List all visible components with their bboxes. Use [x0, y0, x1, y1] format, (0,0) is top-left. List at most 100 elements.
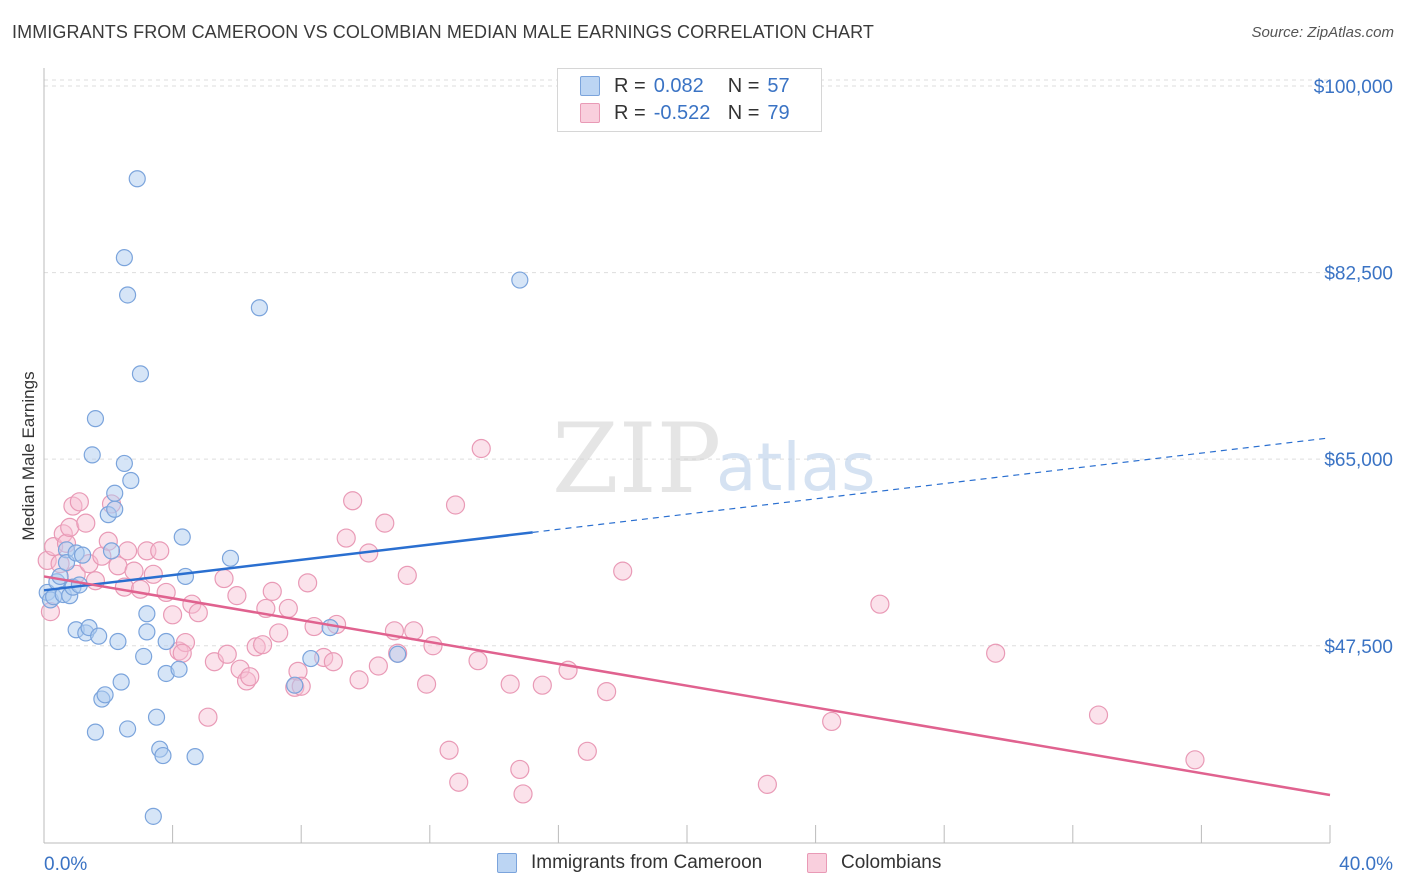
cameroon-point — [286, 676, 304, 694]
colombians-point — [130, 579, 151, 599]
colombians-point — [500, 674, 520, 694]
colombians-point — [60, 517, 80, 538]
colombians-point — [124, 561, 144, 581]
colombians-point — [298, 573, 318, 593]
colombians-point — [172, 643, 192, 663]
legend-swatch-pink — [580, 103, 600, 123]
y-tick-label: $47,500 — [1324, 637, 1393, 658]
legend-r-value: 0.082 — [653, 74, 704, 97]
cameroon-trend-dashed — [532, 437, 1331, 533]
cameroon-point — [170, 660, 188, 678]
cameroon-point — [115, 454, 133, 473]
cameroon-point — [112, 673, 130, 691]
colombians-point — [214, 568, 234, 589]
colombians-point — [423, 636, 443, 656]
y-tick-label: $100,000 — [1314, 77, 1393, 98]
colombians-point — [163, 605, 183, 625]
cameroon-point — [147, 708, 166, 726]
legend-r-label: R = — [614, 101, 646, 124]
colombians-point — [323, 652, 343, 672]
colombians-point — [986, 643, 1006, 663]
colombians-point — [510, 759, 530, 780]
colombians-point — [143, 564, 163, 584]
correlation-legend: R = 0.082 N = 57 R = -0.522 N = 79 — [557, 68, 822, 132]
legend-row-colombians: R = -0.522 N = 79 — [580, 100, 790, 126]
colombians-point — [577, 741, 597, 761]
colombians-point — [69, 492, 89, 512]
cameroon-point — [102, 542, 121, 560]
cameroon-point — [73, 546, 92, 564]
axis-labels: $47,500 $65,000 $82,500 $100,000 0.0% 40.0% Me… — [19, 77, 1393, 875]
series-label-cameroon: Immigrants from Cameroon — [531, 852, 763, 873]
watermark: ZIP atlas — [552, 403, 876, 515]
watermark-atlas: atlas — [716, 429, 876, 506]
legend-r-value: -0.522 — [653, 101, 711, 124]
trend-lines — [43, 437, 1331, 797]
axes — [43, 68, 1331, 844]
cameroon-point — [157, 632, 175, 651]
colombians-point — [217, 644, 237, 664]
colombians-point — [198, 707, 218, 727]
colombians-point — [150, 541, 170, 561]
x-tick-label-min: 0.0% — [44, 854, 87, 875]
cameroon-point — [83, 446, 101, 464]
cameroon-point — [118, 720, 137, 738]
legend-r-label: R = — [614, 74, 646, 97]
cameroon-trend-solid — [43, 531, 533, 592]
cameroon-point — [86, 410, 105, 428]
cameroon-point — [90, 627, 108, 645]
cameroon-point — [250, 299, 269, 317]
series-legend-cameroon[interactable]: Immigrants from Cameroon — [497, 852, 762, 874]
cameroon-point — [86, 723, 105, 741]
legend-n-label: N = — [727, 74, 760, 97]
colombians-points — [37, 438, 1205, 804]
cameroon-point — [389, 645, 407, 663]
legend-row-cameroon: R = 0.082 N = 57 — [580, 73, 790, 99]
colombians-point — [439, 740, 459, 760]
colombians-point — [1185, 750, 1205, 770]
colombians-point — [822, 711, 842, 732]
colombians-point — [336, 528, 356, 548]
watermark-zip: ZIP — [552, 403, 721, 515]
series-swatch-pink — [807, 853, 827, 873]
colombians-point — [513, 784, 533, 804]
colombians-point — [613, 561, 633, 581]
cameroon-point — [96, 686, 114, 704]
legend-n-value: 57 — [767, 74, 790, 97]
y-tick-label: $65,000 — [1324, 450, 1393, 471]
colombians-point — [449, 772, 469, 792]
colombians-point — [870, 594, 890, 614]
colombians-point — [253, 635, 273, 655]
y-tick-label: $82,500 — [1324, 264, 1393, 285]
cameroon-point — [135, 647, 153, 666]
colombians-point — [269, 623, 289, 643]
y-axis-title: Median Male Earnings — [19, 371, 38, 540]
series-swatch-blue — [497, 853, 517, 873]
series-legend-colombians[interactable]: Colombians — [807, 852, 941, 874]
colombians-point — [375, 513, 395, 533]
legend-n-label: N = — [727, 101, 760, 124]
cameroon-point — [128, 170, 146, 188]
colombians-point — [397, 565, 417, 585]
cameroon-point — [138, 623, 156, 641]
colombians-point — [343, 491, 363, 511]
colombians-point — [262, 581, 282, 601]
cameroon-point — [131, 365, 150, 383]
cameroon-point — [118, 286, 137, 304]
cameroon-point — [173, 528, 191, 546]
cameroon-point — [186, 748, 204, 766]
colombians-point — [230, 659, 250, 679]
source-credit: Source: ZipAtlas.com — [1251, 24, 1394, 41]
legend-n-value: 79 — [767, 101, 790, 124]
colombians-point — [278, 598, 298, 619]
cameroon-point — [511, 271, 529, 289]
series-legend: Immigrants from Cameroon Colombians — [0, 852, 1406, 878]
colombians-point — [117, 541, 138, 561]
colombians-point — [416, 674, 437, 694]
series-label-colombians: Colombians — [841, 852, 942, 873]
chart-title: IMMIGRANTS FROM CAMEROON VS COLOMBIAN ME… — [12, 22, 875, 42]
cameroon-point — [221, 549, 240, 567]
cameroon-point — [106, 500, 124, 518]
cameroon-point — [122, 471, 140, 490]
colombians-point — [368, 656, 388, 676]
